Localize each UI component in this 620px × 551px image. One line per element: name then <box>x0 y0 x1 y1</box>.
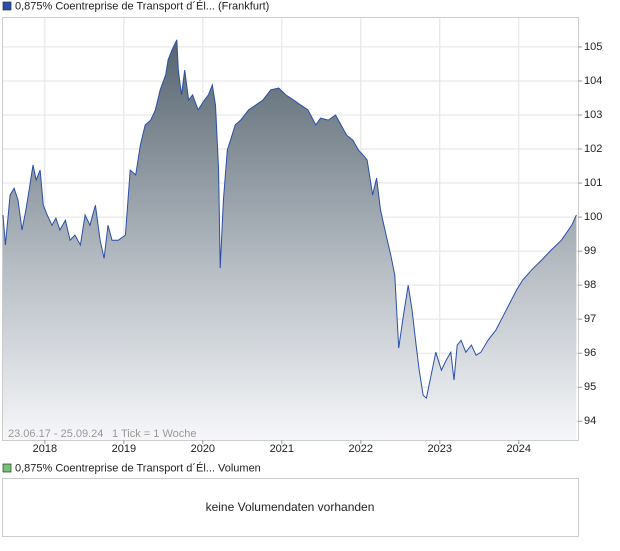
x-tick-label: 2022 <box>349 443 373 455</box>
area <box>3 39 577 441</box>
x-tick-label: 2024 <box>507 443 531 455</box>
x-tick-label: 2018 <box>33 443 57 455</box>
x-tick-label: 2019 <box>112 443 136 455</box>
y-tick-label: 99 <box>584 245 596 257</box>
legend-swatch <box>2 463 12 473</box>
legend-label: 0,875% Coentreprise de Transport d´Él...… <box>15 0 269 12</box>
x-tick-label: 2023 <box>428 443 452 455</box>
tick-info: 1 Tick = 1 Woche <box>112 428 196 440</box>
y-tick-label: 98 <box>584 279 596 291</box>
y-tick-label: 100 <box>584 211 602 223</box>
y-tick-label: 101 <box>584 177 602 189</box>
volume-message: keine Volumendaten vorhanden <box>206 500 375 514</box>
y-tick-label: 96 <box>584 347 596 359</box>
y-tick-label: 105 <box>584 41 602 53</box>
x-tick-label: 2020 <box>191 443 215 455</box>
x-tick-label: 2021 <box>270 443 294 455</box>
plot-frame <box>2 17 579 441</box>
y-tick-label: 103 <box>584 109 602 121</box>
line <box>2 39 577 400</box>
y-tick-label: 95 <box>584 381 596 393</box>
y-tick-label: 94 <box>584 415 596 427</box>
y-tick-label: 104 <box>584 75 602 87</box>
date-range: 23.06.17 - 25.09.24 <box>8 428 103 440</box>
y-tick-label: 97 <box>584 313 596 325</box>
volume-panel <box>2 478 579 537</box>
y-tick-label: 102 <box>584 143 602 155</box>
legend-swatch <box>2 1 12 11</box>
volume-legend: 0,875% Coentreprise de Transport d´Él...… <box>15 461 261 474</box>
